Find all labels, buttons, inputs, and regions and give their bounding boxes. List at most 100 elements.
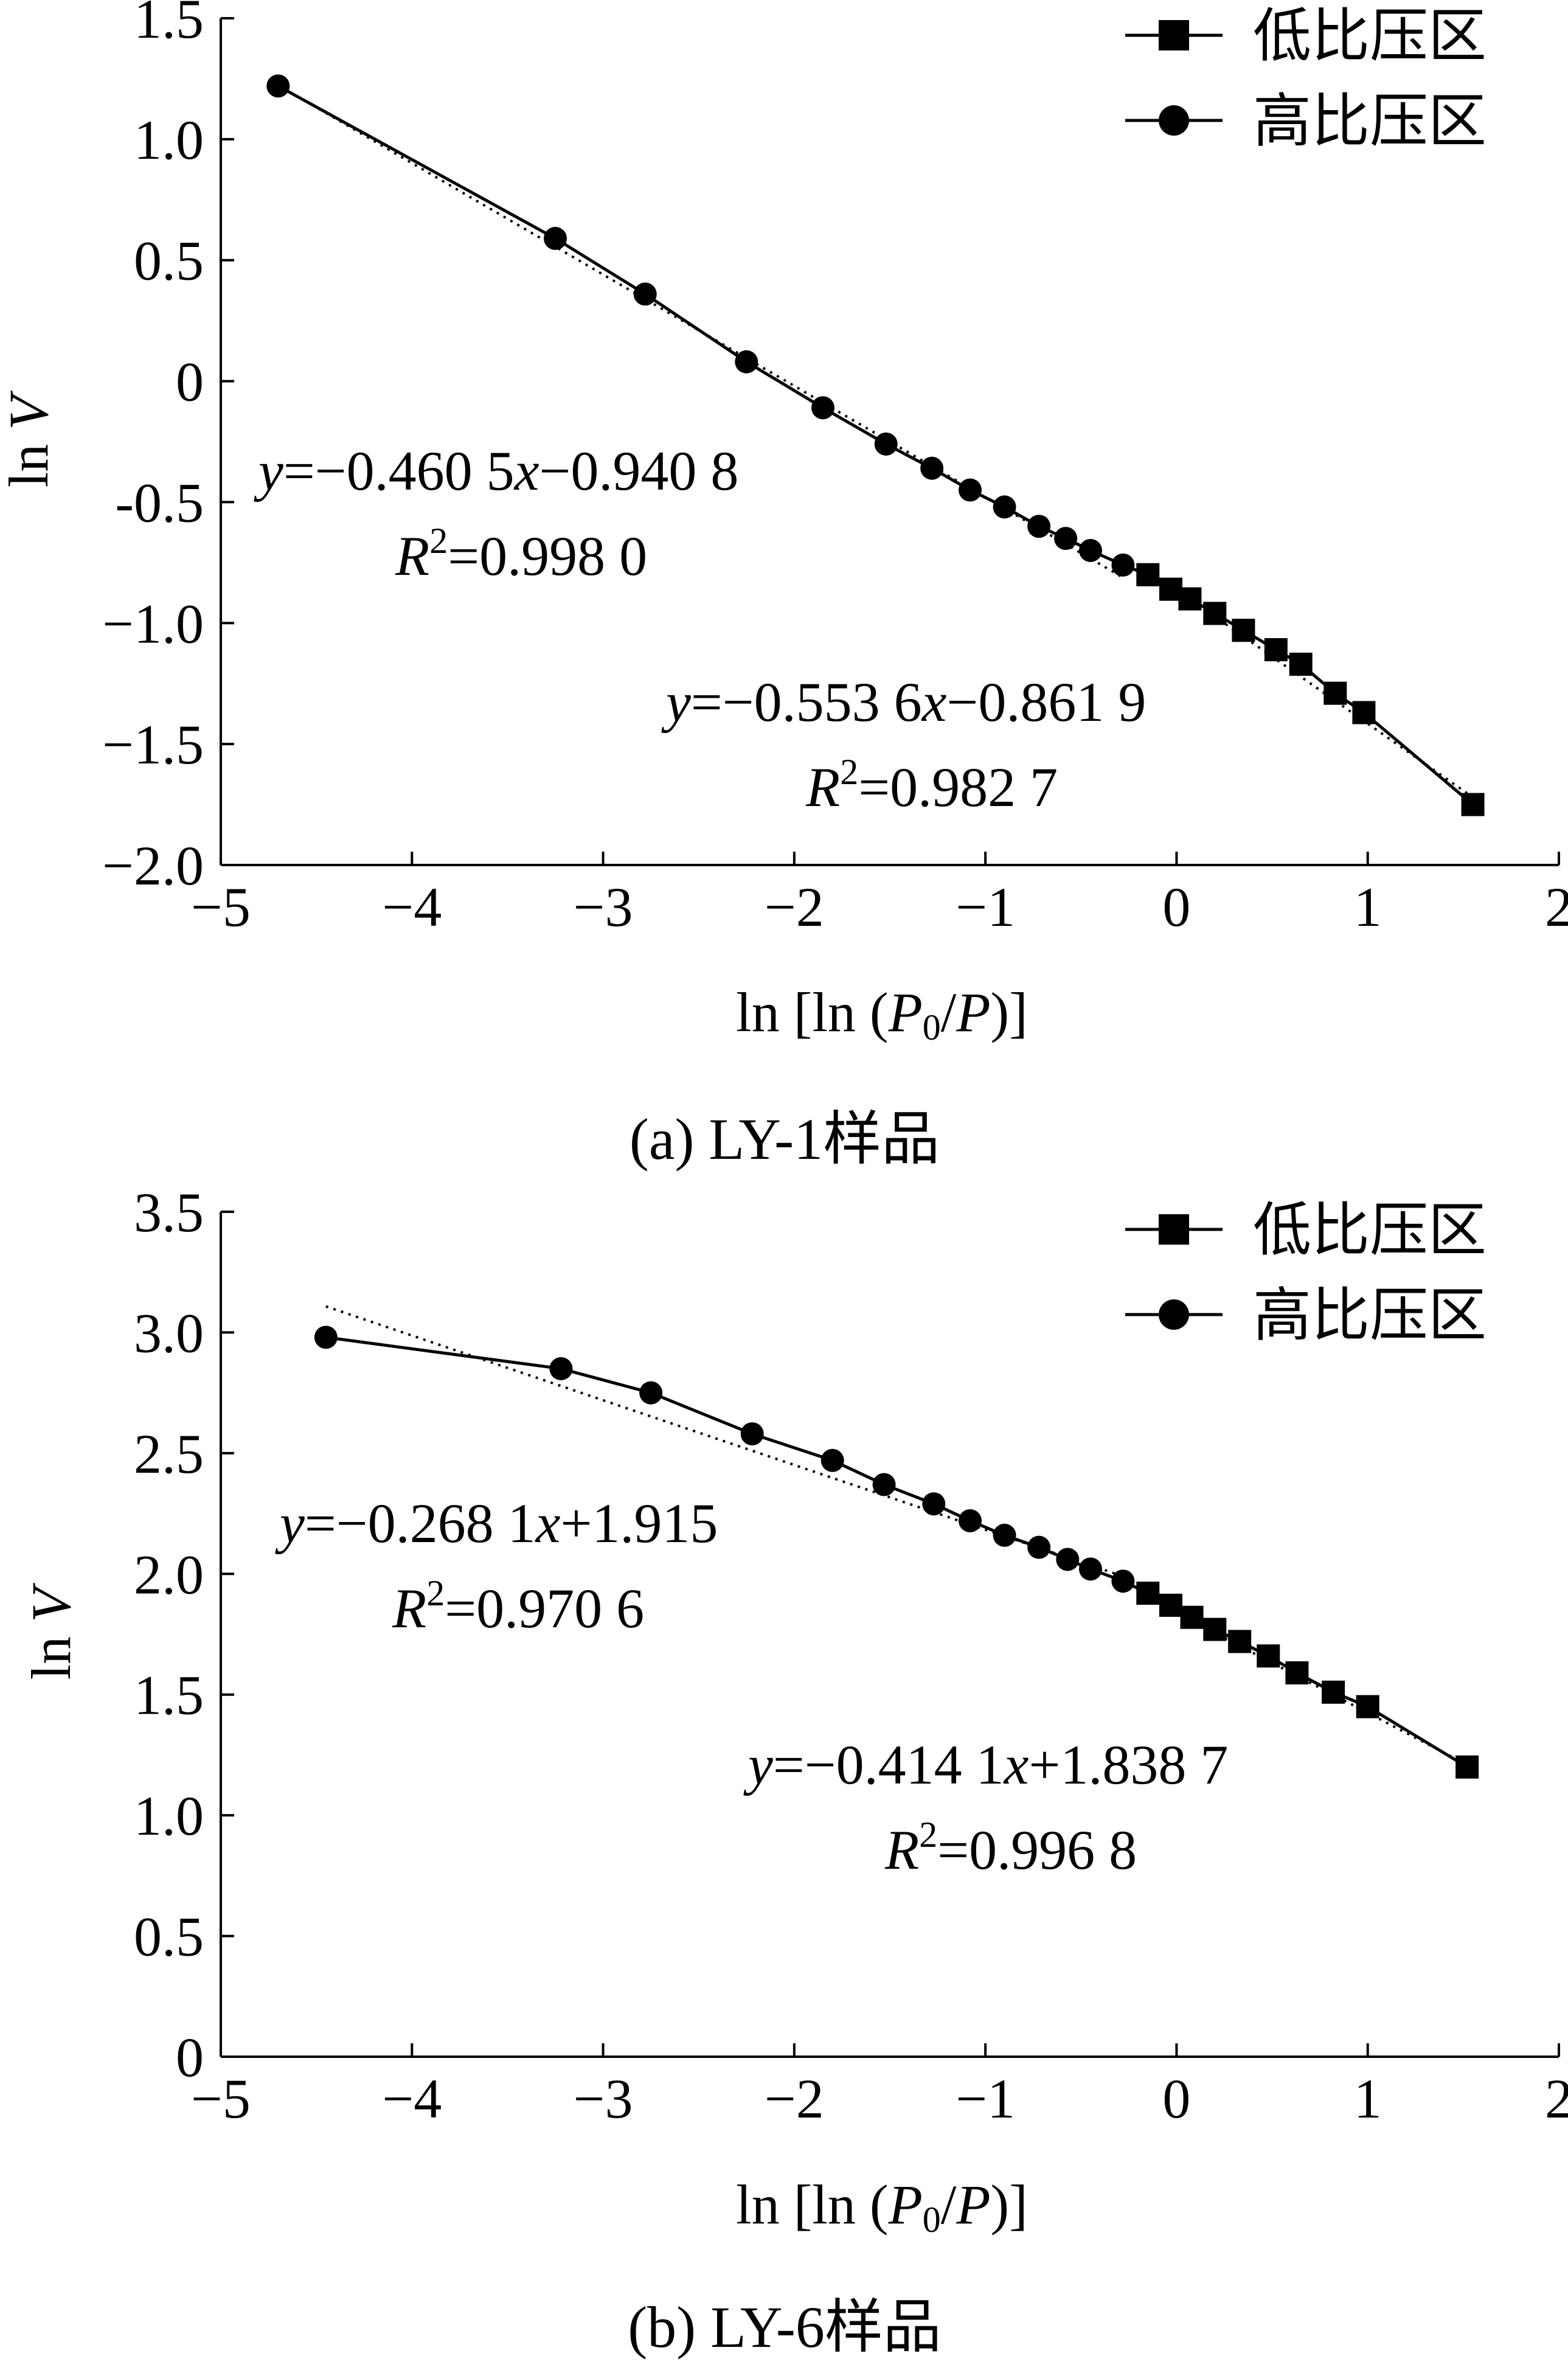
- fit-equation-high: y=−0.460 5x−0.940 8: [254, 440, 738, 502]
- x-tick-label: −1: [956, 876, 1015, 938]
- data-point-square: [1323, 681, 1347, 705]
- series-group: [266, 74, 1485, 816]
- x-tick-label: 2: [1545, 2068, 1568, 2130]
- y-ticks: −2.0 −1.5 −1.0 -0.5 0 0.5 1.0 1.5: [102, 0, 234, 897]
- x-tick-label: −5: [191, 876, 251, 938]
- data-point-circle: [1054, 527, 1078, 551]
- legend-square-marker: [1159, 1214, 1189, 1245]
- data-point-square: [1136, 1582, 1160, 1605]
- data-point-circle: [820, 1448, 844, 1472]
- x-tick-label: 0: [1162, 2068, 1190, 2130]
- x-axis-title: ln [ln (P0/P)]: [736, 2174, 1028, 2240]
- data-point-square: [1203, 1618, 1227, 1641]
- chart-panel-b: −5 −4 −3 −2 −1 0 1 2 0 0.5 1.0 1.5 2.0 2.5 3.0 3.5 ln …: [20, 1181, 1568, 2360]
- data-point-circle: [1079, 1557, 1102, 1581]
- plot-area: [220, 1212, 1559, 2058]
- y-tick-label: 0: [176, 2026, 204, 2088]
- data-point-circle: [993, 1523, 1016, 1547]
- data-point-circle: [874, 432, 898, 456]
- legend-label-low: 低比压区: [1253, 1196, 1486, 1264]
- data-point-square: [1180, 1605, 1204, 1629]
- fit-line: [325, 1305, 1124, 1578]
- y-tick-label: 2.0: [134, 1543, 204, 1605]
- x-tick-label: 2: [1545, 876, 1568, 938]
- y-ticks: 0 0.5 1.0 1.5 2.0 2.5 3.0 3.5: [134, 1181, 234, 2088]
- data-point-circle: [633, 282, 657, 306]
- y-tick-label: -0.5: [115, 471, 204, 533]
- data-point-circle: [1027, 515, 1051, 538]
- x-tick-label: 0: [1162, 876, 1190, 938]
- data-point-circle: [1111, 553, 1135, 577]
- y-tick-label: 1.0: [134, 109, 204, 171]
- data-point-circle: [872, 1473, 896, 1496]
- fit-equation-low: y=−0.553 6x−0.861 9: [661, 671, 1146, 733]
- data-point-circle: [549, 1357, 573, 1380]
- x-axis-title: ln [ln (P0/P)]: [736, 981, 1028, 1048]
- y-tick-label: 0: [176, 351, 204, 413]
- data-point-circle: [639, 1381, 663, 1405]
- fit-r2-low: R2=0.982 7: [805, 752, 1058, 818]
- x-tick-label: −2: [765, 876, 824, 938]
- y-tick-label: −2.0: [102, 835, 204, 897]
- legend: 低比压区 高比压区: [1125, 1196, 1486, 1349]
- x-tick-label: −3: [574, 876, 633, 938]
- y-axis-title: ln V: [20, 1582, 82, 1680]
- data-point-square: [1178, 587, 1202, 611]
- data-point-circle: [1111, 1569, 1135, 1593]
- legend: 低比压区 高比压区: [1125, 2, 1486, 155]
- fit-equation-high: y=−0.268 1x+1.915: [275, 1492, 718, 1554]
- data-point-square: [1228, 1630, 1252, 1653]
- chart-panel-a: −5 −4 −3 −2 −1 0 1 2 −2.0 −1.5 −1.0 -0.5 0 0.5 1.0 1.5…: [0, 0, 1568, 1172]
- y-tick-label: 1.5: [134, 0, 204, 50]
- x-tick-label: −3: [574, 2068, 633, 2130]
- x-tick-label: −2: [765, 2068, 824, 2130]
- data-point-circle: [740, 1422, 764, 1446]
- x-ticks: −5 −4 −3 −2 −1 0 1 2: [191, 852, 1568, 938]
- y-tick-label: 2.5: [134, 1423, 204, 1485]
- y-tick-label: 0.5: [134, 1906, 204, 1968]
- fit-lines: [325, 1305, 1468, 1766]
- legend-circle-marker: [1159, 1299, 1189, 1330]
- legend-label-high: 高比压区: [1253, 87, 1486, 155]
- data-point-square: [1159, 1593, 1182, 1617]
- data-point-square: [1285, 1661, 1309, 1684]
- data-point-circle: [1027, 1535, 1051, 1559]
- x-tick-label: −5: [191, 2068, 251, 2130]
- x-tick-label: −1: [956, 2068, 1015, 2130]
- data-point-circle: [735, 350, 758, 374]
- data-point-circle: [959, 1509, 982, 1532]
- series-group: [314, 1326, 1479, 1779]
- data-point-circle: [314, 1326, 338, 1349]
- data-point-square: [1322, 1680, 1345, 1704]
- data-point-circle: [1079, 538, 1102, 562]
- plot-area: [220, 18, 1559, 866]
- data-point-square: [1455, 1755, 1479, 1779]
- fit-line: [1147, 568, 1474, 799]
- legend-label-high: 高比压区: [1253, 1281, 1486, 1349]
- data-point-square: [1289, 652, 1313, 676]
- y-tick-label: −1.5: [102, 714, 204, 776]
- legend-label-low: 低比压区: [1253, 2, 1486, 70]
- legend-circle-marker: [1159, 105, 1189, 136]
- data-point-circle: [1056, 1548, 1080, 1571]
- fit-r2-low: R2=0.996 8: [884, 1815, 1137, 1881]
- x-tick-label: 1: [1354, 2068, 1382, 2130]
- data-point-circle: [993, 495, 1016, 519]
- fit-r2-high: R2=0.970 6: [392, 1573, 644, 1639]
- x-tick-label: −4: [382, 876, 442, 938]
- data-point-circle: [959, 478, 982, 502]
- y-axis-title: ln V: [0, 390, 60, 488]
- data-point-square: [1257, 1644, 1280, 1668]
- data-point-square: [1352, 701, 1376, 725]
- data-point-square: [1136, 563, 1160, 586]
- data-point-square: [1232, 619, 1255, 642]
- data-point-square: [1264, 638, 1288, 662]
- fit-r2-high: R2=0.998 0: [395, 521, 647, 587]
- panel-caption: (a) LY-1样品: [630, 1107, 940, 1172]
- y-tick-label: 3.5: [134, 1181, 204, 1243]
- y-tick-label: 3.0: [134, 1302, 204, 1364]
- data-point-circle: [920, 456, 944, 480]
- x-tick-label: 1: [1354, 876, 1382, 938]
- data-point-circle: [544, 226, 567, 250]
- data-point-circle: [266, 74, 290, 98]
